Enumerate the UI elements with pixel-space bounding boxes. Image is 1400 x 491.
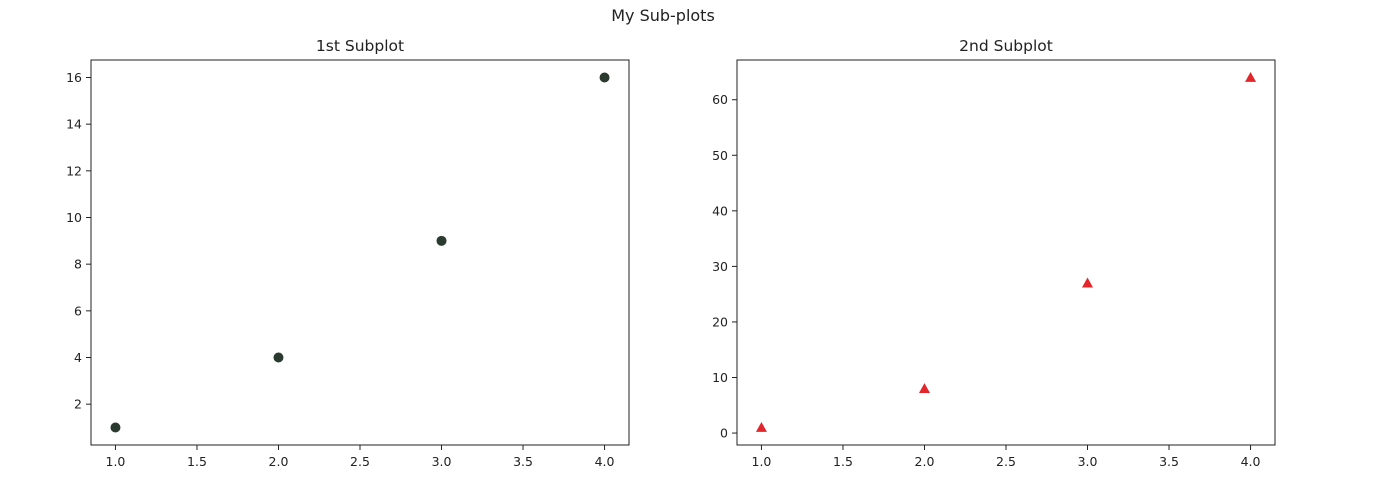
x-tick-label: 3.0 xyxy=(1078,454,1098,469)
y-tick-label: 60 xyxy=(712,92,728,107)
data-point xyxy=(273,352,284,363)
data-point xyxy=(755,422,767,432)
y-tick-label: 10 xyxy=(712,370,728,385)
y-tick-label: 14 xyxy=(66,117,82,132)
y-tick-label: 12 xyxy=(66,163,82,178)
data-point xyxy=(918,383,930,394)
subplot-1: 1st Subplot 1.0 1.5 2.0 2.5 3.0 3.5 4.0 2 4 6 8 10 12… xyxy=(66,37,630,469)
data-point xyxy=(110,422,121,433)
y-tick-label: 40 xyxy=(712,203,728,218)
x-tick-label: 1.5 xyxy=(833,454,853,469)
subplot-2: 2nd Subplot 1.0 1.5 2.0 2.5 3.0 3.5 4.0 0 10 20 30 4… xyxy=(712,37,1276,469)
y-tick-label: 0 xyxy=(720,426,728,441)
y-tick-label: 8 xyxy=(74,257,82,272)
y-tick-label: 2 xyxy=(74,397,82,412)
y-tick-label: 6 xyxy=(74,303,82,318)
data-point xyxy=(1082,277,1094,288)
figure-title: My Sub-plots xyxy=(611,6,715,25)
axes-frame xyxy=(90,59,630,446)
x-tick-label: 3.0 xyxy=(432,454,452,469)
x-tick-label: 4.0 xyxy=(1241,454,1261,469)
y-tick-label: 20 xyxy=(712,314,728,329)
y-tick-label: 4 xyxy=(74,350,82,365)
x-tick-label: 1.0 xyxy=(106,454,126,469)
y-tick-label: 10 xyxy=(66,210,82,225)
axes-frame xyxy=(736,59,1276,446)
x-tick-label: 4.0 xyxy=(595,454,615,469)
y-tick-label: 30 xyxy=(712,259,728,274)
subplot-title: 2nd Subplot xyxy=(959,37,1053,55)
x-tick-label: 1.0 xyxy=(752,454,772,469)
data-point xyxy=(436,235,447,246)
y-tick-label: 50 xyxy=(712,148,728,163)
data-point xyxy=(599,72,610,83)
x-tick-label: 2.5 xyxy=(996,454,1016,469)
x-tick-label: 3.5 xyxy=(1159,454,1179,469)
data-point xyxy=(1245,72,1257,82)
x-tick-label: 2.5 xyxy=(350,454,370,469)
x-tick-label: 2.0 xyxy=(269,454,289,469)
x-tick-label: 1.5 xyxy=(187,454,207,469)
x-tick-label: 3.5 xyxy=(513,454,533,469)
x-tick-label: 2.0 xyxy=(915,454,935,469)
y-tick-label: 16 xyxy=(66,70,82,85)
subplot-title: 1st Subplot xyxy=(316,37,404,55)
